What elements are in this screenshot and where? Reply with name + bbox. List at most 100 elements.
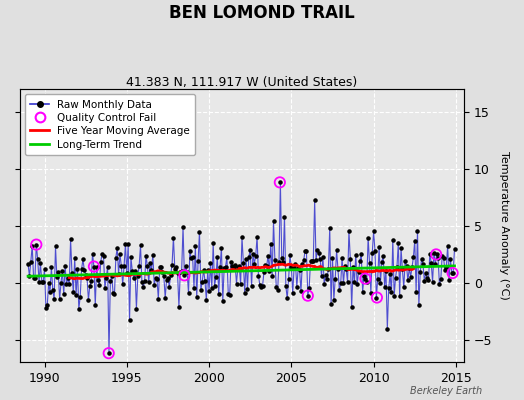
Point [101, 285, 109, 291]
Point [71, 255, 79, 261]
Point [80, 266, 89, 273]
Point [174, 304, 183, 310]
Point [62, 281, 71, 287]
Point [414, 302, 423, 308]
Point [112, 254, 120, 261]
Point [169, 234, 178, 241]
Point [329, 255, 337, 261]
Point [72, 292, 80, 298]
Point [104, 350, 113, 356]
Point [39, 278, 47, 285]
Point [407, 273, 415, 280]
Point [96, 258, 105, 265]
Point [53, 274, 61, 280]
Point [411, 237, 419, 244]
Point [195, 228, 204, 235]
Point [73, 266, 82, 272]
Y-axis label: Temperature Anomaly (°C): Temperature Anomaly (°C) [499, 151, 509, 300]
Point [396, 292, 404, 299]
Point [263, 263, 271, 269]
Point [425, 251, 434, 257]
Point [296, 266, 304, 273]
Point [245, 254, 253, 260]
Point [360, 273, 368, 279]
Point [298, 261, 307, 267]
Point [158, 269, 167, 275]
Point [279, 259, 287, 265]
Point [274, 287, 282, 294]
Point [343, 279, 352, 285]
Point [47, 264, 56, 271]
Point [56, 296, 64, 302]
Point [178, 268, 186, 274]
Point [330, 296, 338, 303]
Point [436, 276, 445, 282]
Point [173, 270, 182, 276]
Point [223, 254, 231, 260]
Point [54, 269, 62, 275]
Point [89, 250, 97, 257]
Point [76, 294, 84, 300]
Point [294, 265, 302, 271]
Point [221, 264, 230, 270]
Point [442, 264, 451, 270]
Point [203, 267, 212, 274]
Point [331, 276, 340, 282]
Point [287, 264, 296, 270]
Point [43, 302, 51, 308]
Point [189, 254, 197, 260]
Point [303, 292, 312, 299]
Point [390, 292, 398, 299]
Point [438, 252, 446, 259]
Point [82, 272, 90, 278]
Point [400, 284, 408, 291]
Point [217, 244, 226, 251]
Point [443, 243, 452, 249]
Point [147, 267, 156, 274]
Point [450, 246, 458, 252]
Point [180, 272, 189, 278]
Point [318, 273, 326, 279]
Point [235, 263, 244, 269]
Point [256, 282, 264, 288]
Point [365, 259, 374, 266]
Point [307, 258, 315, 264]
Point [165, 284, 173, 290]
Point [179, 224, 187, 230]
Point [441, 266, 449, 273]
Point [416, 269, 424, 275]
Point [194, 258, 202, 264]
Point [283, 295, 291, 302]
Point [125, 317, 134, 323]
Point [308, 258, 316, 264]
Point [312, 257, 320, 263]
Point [358, 289, 367, 295]
Point [418, 256, 426, 262]
Point [63, 275, 72, 282]
Point [268, 272, 276, 279]
Title: 41.383 N, 111.917 W (United States): 41.383 N, 111.917 W (United States) [126, 76, 357, 89]
Point [321, 272, 330, 278]
Point [65, 281, 73, 287]
Point [260, 269, 268, 276]
Point [32, 242, 40, 248]
Point [421, 270, 430, 276]
Point [278, 255, 286, 261]
Point [367, 290, 375, 296]
Point [127, 254, 135, 261]
Point [149, 251, 157, 258]
Point [196, 286, 205, 293]
Point [327, 301, 335, 308]
Point [320, 281, 329, 288]
Point [225, 292, 234, 299]
Point [423, 275, 431, 282]
Point [150, 282, 158, 288]
Point [35, 279, 43, 285]
Point [301, 248, 309, 254]
Point [123, 270, 131, 276]
Point [439, 255, 447, 261]
Point [87, 278, 95, 284]
Point [94, 276, 102, 283]
Point [354, 269, 363, 275]
Point [447, 270, 456, 276]
